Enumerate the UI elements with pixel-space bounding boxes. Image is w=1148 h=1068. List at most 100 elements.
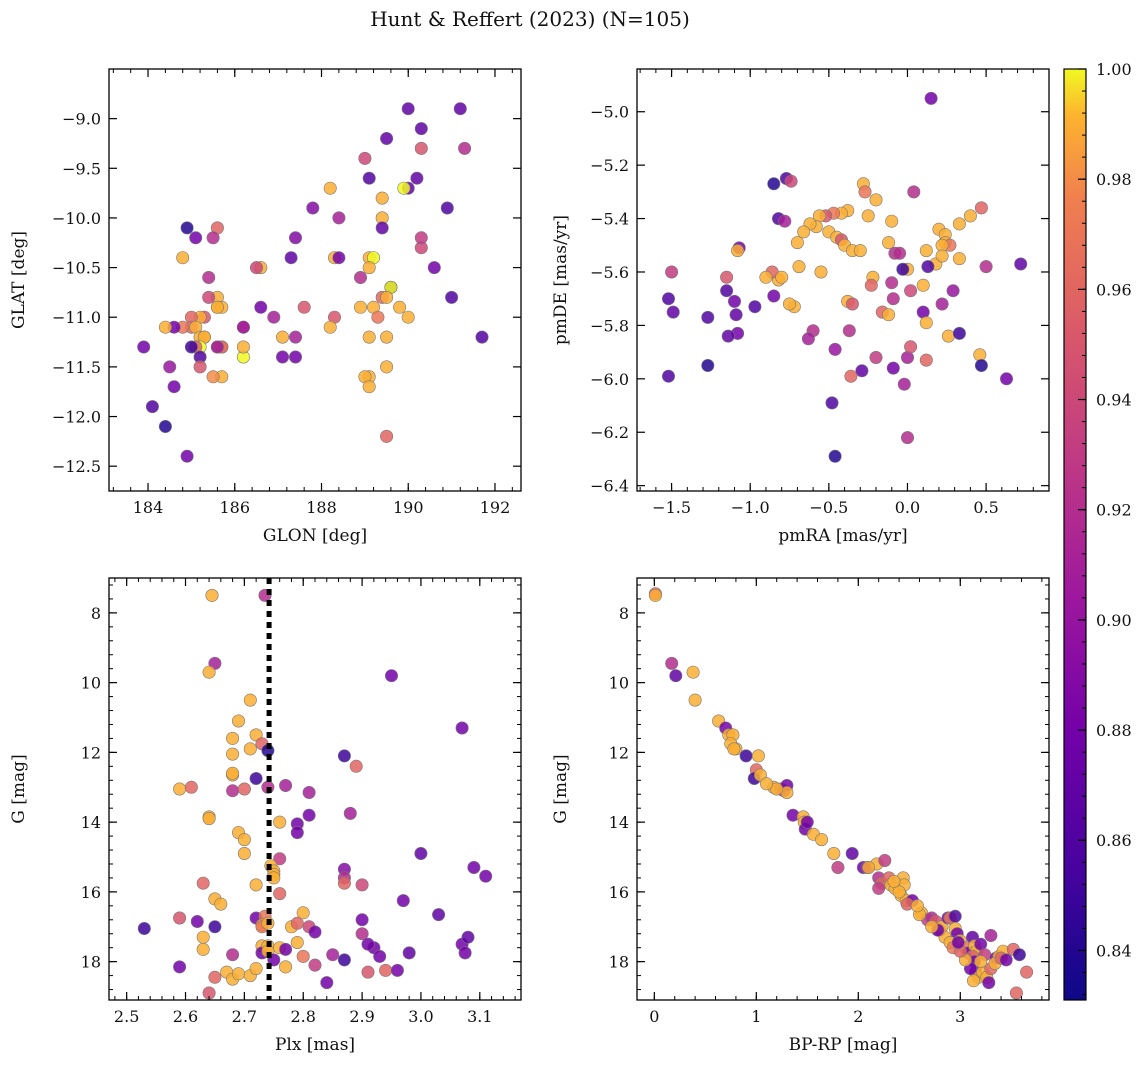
data-point	[453, 102, 467, 116]
data-point	[145, 400, 159, 414]
data-point	[380, 290, 394, 304]
data-point	[380, 360, 394, 374]
data-point	[343, 806, 357, 820]
colorbar-tick-label: 0.90	[1096, 611, 1132, 630]
x-tick-label: 190	[393, 498, 424, 517]
colorbar-tick-label: 0.98	[1096, 170, 1132, 189]
data-point	[243, 693, 257, 707]
data-point	[189, 231, 203, 245]
data-point	[432, 908, 446, 922]
y-tick-label: −12.0	[52, 408, 101, 427]
x-tick-label: 3.0	[408, 1007, 433, 1026]
data-point	[379, 963, 393, 977]
data-point	[337, 876, 351, 890]
data-point	[401, 102, 415, 116]
data-point	[290, 826, 304, 840]
x-tick-label: 2.7	[232, 1007, 257, 1026]
data-point	[163, 360, 177, 374]
y-tick-label: 10	[609, 674, 629, 693]
data-point	[226, 747, 240, 761]
data-point	[999, 953, 1013, 967]
data-point	[296, 906, 310, 920]
figure-title: Hunt & Reffert (2023) (N=105)	[370, 7, 690, 31]
data-point	[963, 209, 977, 223]
data-point	[288, 350, 302, 364]
data-point	[731, 244, 745, 258]
data-point	[782, 297, 796, 311]
data-point	[669, 669, 683, 683]
data-point	[326, 948, 340, 962]
data-point	[739, 749, 753, 763]
data-point	[924, 91, 938, 105]
data-point	[173, 911, 187, 925]
data-point	[907, 185, 921, 199]
data-point	[349, 759, 363, 773]
data-point	[845, 846, 859, 860]
data-point	[948, 909, 962, 923]
data-point	[361, 965, 375, 979]
data-point	[440, 201, 454, 215]
data-point	[214, 897, 228, 911]
data-point	[362, 380, 376, 394]
data-point	[974, 358, 988, 372]
data-point	[358, 151, 372, 165]
data-point	[373, 949, 387, 963]
data-point	[455, 721, 469, 735]
data-point	[974, 201, 988, 215]
data-point	[362, 330, 376, 344]
data-point	[254, 300, 268, 314]
data-point	[979, 260, 993, 274]
data-point	[479, 869, 493, 883]
data-point	[320, 976, 334, 990]
data-point	[226, 784, 240, 798]
data-point	[828, 342, 842, 356]
data-point	[279, 778, 293, 792]
axis-ticks	[637, 69, 1050, 491]
data-point	[167, 380, 181, 394]
y-axis-label: pmDE [mas/yr]	[551, 215, 571, 345]
data-point	[184, 780, 198, 794]
data-point	[302, 808, 316, 822]
data-point	[869, 350, 883, 364]
data-point	[925, 920, 939, 934]
data-point	[226, 948, 240, 962]
colorbar-tick-label: 0.84	[1096, 941, 1132, 960]
data-point	[355, 913, 369, 927]
data-point	[337, 749, 351, 763]
data-point	[688, 693, 702, 707]
y-tick-label: −5.8	[590, 316, 629, 335]
data-point	[390, 963, 404, 977]
data-point	[337, 953, 351, 967]
data-point	[355, 927, 369, 941]
data-point	[896, 262, 910, 276]
data-point	[375, 221, 389, 235]
x-tick-label: −1.5	[652, 498, 691, 517]
y-axis-label: GLAT [deg]	[9, 231, 29, 329]
data-point	[946, 284, 960, 298]
data-point	[886, 292, 900, 306]
data-point	[999, 372, 1013, 386]
data-point	[661, 369, 675, 383]
data-point	[226, 766, 240, 780]
data-point	[196, 930, 210, 944]
y-tick-label: −6.4	[590, 477, 629, 496]
colorbar-tick-label: 0.92	[1096, 501, 1132, 520]
data-point	[904, 284, 918, 298]
data-point	[290, 935, 304, 949]
data-point	[250, 261, 264, 275]
data-point	[661, 292, 675, 306]
data-point	[853, 244, 867, 258]
data-point	[226, 731, 240, 745]
y-tick-label: 12	[609, 743, 629, 762]
data-point	[842, 324, 856, 338]
data-point	[273, 815, 287, 829]
data-point	[362, 171, 376, 185]
data-point	[648, 588, 662, 602]
y-tick-label: −11.0	[52, 308, 101, 327]
axes-frame	[636, 577, 1050, 1001]
data-point	[158, 320, 172, 334]
data-point	[784, 174, 798, 188]
data-point	[308, 925, 322, 939]
data-point	[797, 225, 811, 239]
data-point	[951, 935, 965, 949]
